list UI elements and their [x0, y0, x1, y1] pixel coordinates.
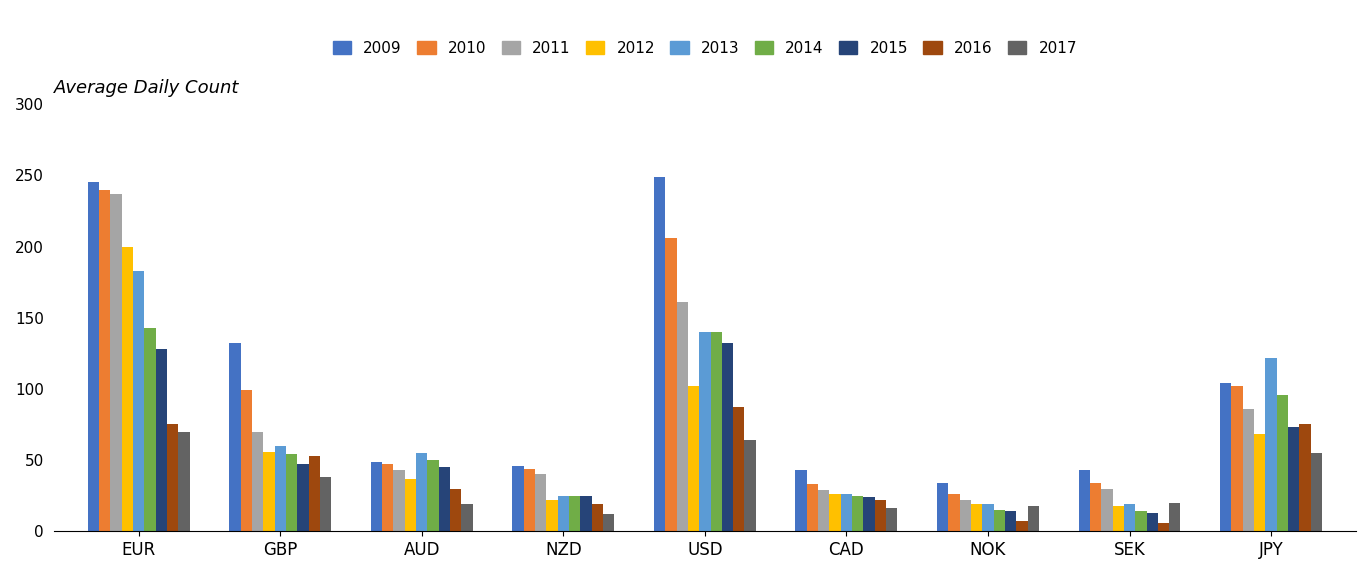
Bar: [513, 466, 524, 532]
Bar: [415, 453, 428, 532]
Bar: [592, 504, 603, 532]
Bar: [580, 496, 592, 532]
Bar: [1231, 386, 1242, 532]
Bar: [404, 479, 415, 532]
Bar: [133, 271, 144, 532]
Bar: [110, 194, 122, 532]
Bar: [308, 456, 319, 532]
Bar: [688, 386, 699, 532]
Bar: [1124, 504, 1135, 532]
Bar: [1289, 427, 1300, 532]
Bar: [1112, 506, 1124, 532]
Bar: [982, 504, 994, 532]
Bar: [1079, 470, 1090, 532]
Bar: [428, 460, 439, 532]
Bar: [710, 332, 723, 532]
Bar: [263, 452, 274, 532]
Bar: [240, 390, 252, 532]
Bar: [450, 488, 462, 532]
Bar: [723, 343, 733, 532]
Bar: [875, 500, 886, 532]
Bar: [156, 349, 167, 532]
Bar: [546, 500, 558, 532]
Bar: [818, 490, 829, 532]
Bar: [851, 496, 864, 532]
Legend: 2009, 2010, 2011, 2012, 2013, 2014, 2015, 2016, 2017: 2009, 2010, 2011, 2012, 2013, 2014, 2015…: [326, 35, 1083, 62]
Bar: [178, 432, 189, 532]
Bar: [439, 467, 450, 532]
Bar: [535, 474, 546, 532]
Text: Average Daily Count: Average Daily Count: [53, 79, 239, 97]
Bar: [699, 332, 710, 532]
Bar: [1090, 483, 1101, 532]
Bar: [287, 455, 298, 532]
Bar: [829, 494, 840, 532]
Bar: [994, 510, 1005, 532]
Bar: [1311, 453, 1322, 532]
Bar: [744, 440, 755, 532]
Bar: [88, 183, 99, 532]
Bar: [654, 177, 665, 532]
Bar: [886, 509, 898, 532]
Bar: [676, 302, 688, 532]
Bar: [144, 328, 156, 532]
Bar: [1254, 435, 1265, 532]
Bar: [229, 343, 240, 532]
Bar: [383, 464, 393, 532]
Bar: [864, 497, 875, 532]
Bar: [936, 483, 949, 532]
Bar: [298, 464, 308, 532]
Bar: [960, 500, 971, 532]
Bar: [1158, 523, 1169, 532]
Bar: [252, 432, 263, 532]
Bar: [274, 446, 287, 532]
Bar: [949, 494, 960, 532]
Bar: [1242, 409, 1254, 532]
Bar: [393, 470, 404, 532]
Bar: [1220, 383, 1231, 532]
Bar: [1028, 506, 1039, 532]
Bar: [524, 468, 535, 532]
Bar: [1016, 521, 1028, 532]
Bar: [733, 408, 744, 532]
Bar: [99, 189, 110, 532]
Bar: [603, 514, 614, 532]
Bar: [1135, 511, 1146, 532]
Bar: [462, 504, 473, 532]
Bar: [1276, 394, 1289, 532]
Bar: [1169, 503, 1180, 532]
Bar: [795, 470, 806, 532]
Bar: [569, 496, 580, 532]
Bar: [1265, 358, 1276, 532]
Bar: [840, 494, 851, 532]
Bar: [1300, 425, 1311, 532]
Bar: [806, 484, 818, 532]
Bar: [1101, 488, 1112, 532]
Bar: [370, 461, 383, 532]
Bar: [1005, 511, 1016, 532]
Bar: [971, 504, 982, 532]
Bar: [1146, 513, 1158, 532]
Bar: [167, 425, 178, 532]
Bar: [319, 477, 332, 532]
Bar: [122, 246, 133, 532]
Bar: [558, 496, 569, 532]
Bar: [665, 238, 676, 532]
